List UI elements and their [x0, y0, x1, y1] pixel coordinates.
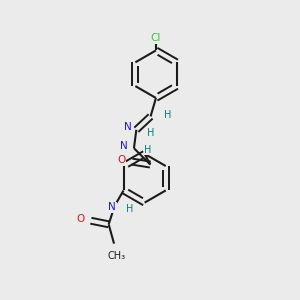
Text: N: N — [124, 122, 132, 132]
Text: O: O — [76, 214, 84, 224]
Text: N: N — [120, 141, 128, 151]
Text: CH₃: CH₃ — [107, 251, 125, 261]
Text: H: H — [147, 128, 154, 138]
Text: H: H — [126, 204, 133, 214]
Text: N: N — [108, 202, 116, 212]
Text: H: H — [164, 110, 171, 120]
Text: O: O — [117, 155, 125, 165]
Text: H: H — [144, 145, 152, 155]
Text: Cl: Cl — [151, 33, 161, 43]
